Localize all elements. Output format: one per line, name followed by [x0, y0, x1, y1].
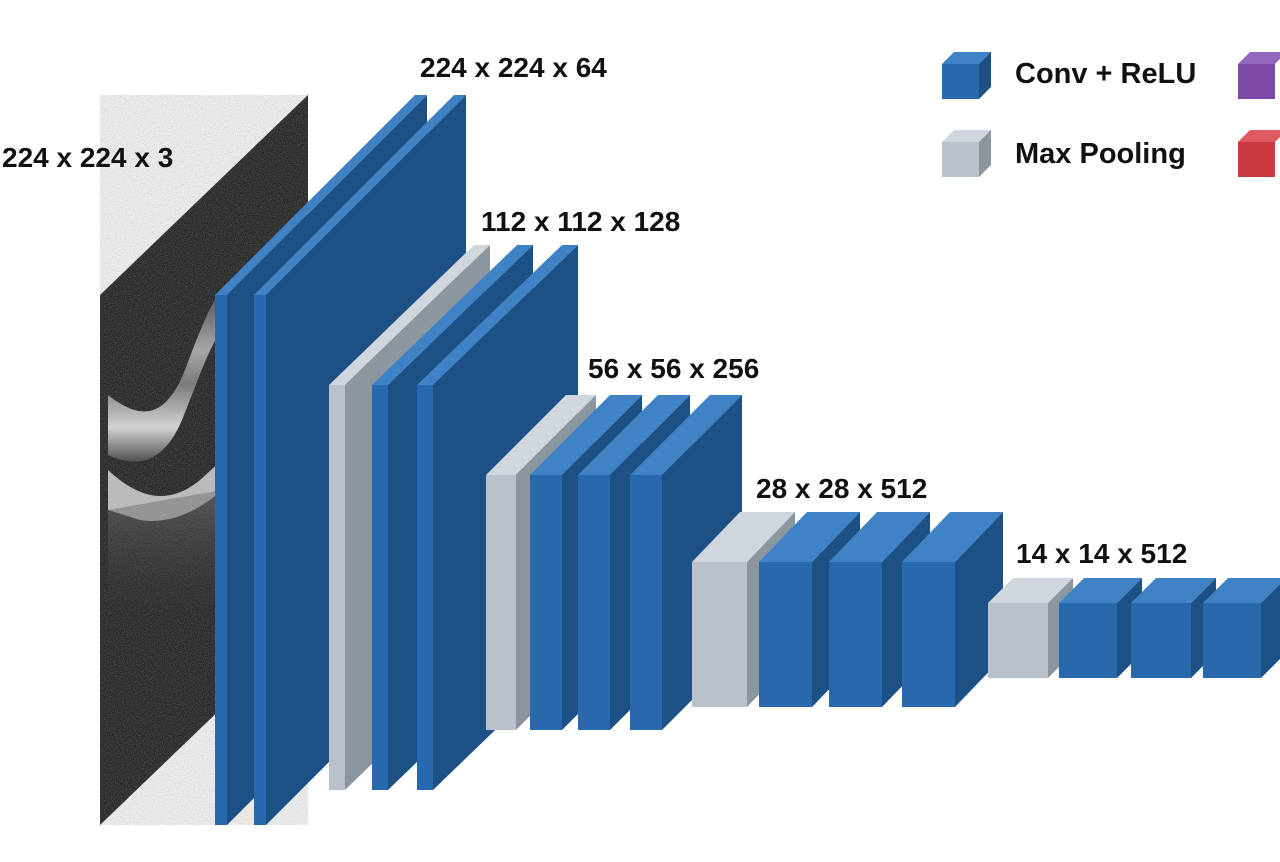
legend-purple-icon	[1238, 52, 1280, 99]
block1-size-label: 224 x 224 x 64	[420, 52, 607, 83]
conv-layer-14	[1059, 578, 1142, 678]
legend-red-icon	[1238, 130, 1280, 177]
block2-size-label: 112 x 112 x 128	[481, 206, 681, 237]
pool-layer-13	[988, 578, 1073, 678]
legend-pool-icon	[942, 130, 991, 177]
legend-pool-label: Max Pooling	[1015, 138, 1186, 170]
legend-conv-icon	[942, 52, 991, 99]
conv-layer-16	[1203, 578, 1280, 678]
block4-size-label: 28 x 28 x 512	[756, 473, 928, 504]
conv-layer-15	[1131, 578, 1216, 678]
input-size-label: 224 x 224 x 3	[2, 142, 174, 173]
block3-size-label: 56 x 56 x 256	[588, 353, 760, 384]
block5-size-label: 14 x 14 x 512	[1016, 538, 1188, 569]
legend-conv-label: Conv + ReLU	[1015, 58, 1197, 90]
legend	[942, 52, 1280, 177]
